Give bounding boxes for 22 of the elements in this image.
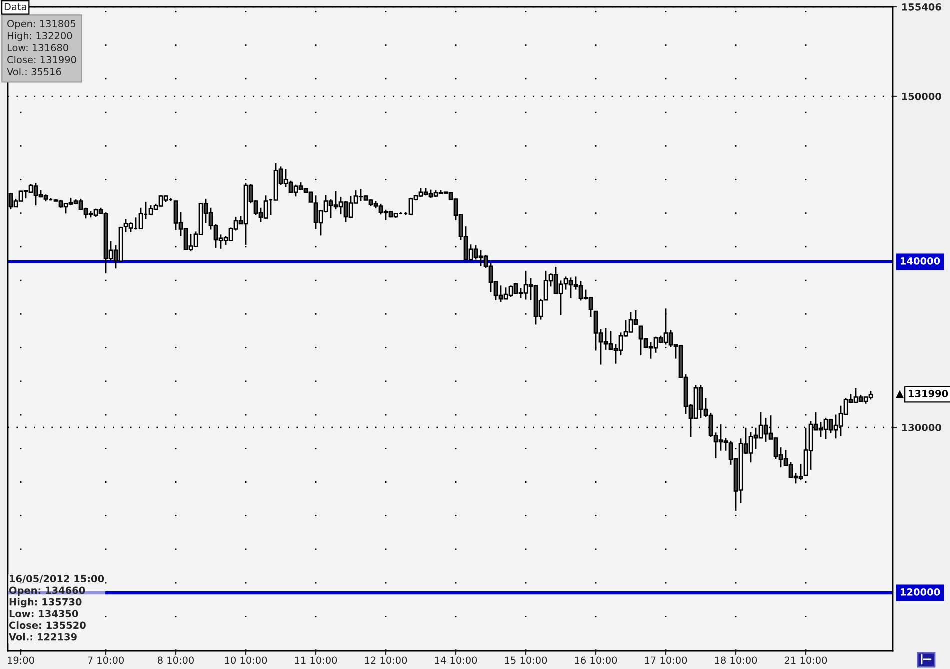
ref-line-label: 140000 [901, 257, 940, 265]
annotation: Open: 131805 High: 132200 Low: 131680 Close: 131990 Vol.: 35516 [7, 20, 76, 76]
x-tick-label: 17 10:00 [645, 656, 688, 664]
x-tick-label: 15 10:00 [505, 656, 548, 664]
candlestick [138, 207, 144, 230]
annotation: 16/05/2012 15:00 Open: 134660 High: 135730 Low: 134350 Close: 135520 Vol.: 122139 [9, 575, 104, 641]
y-tick-label: 155406 [902, 3, 942, 11]
ref-line-label: 120000 [901, 588, 940, 596]
chart-title: Data [4, 3, 26, 11]
x-tick-label: 16 10:00 [575, 656, 618, 664]
x-tick-label: 18 10:00 [715, 656, 758, 664]
text: 131990 [909, 390, 948, 398]
y-tick-label: 130000 [902, 424, 942, 432]
x-tick-label: 19:00 [8, 656, 34, 664]
x-tick-label: 11 10:00 [295, 656, 338, 664]
y-tick-label: 150000 [902, 92, 942, 100]
x-tick-label: 8 10:00 [158, 656, 194, 664]
x-tick-label: 7 10:00 [88, 656, 124, 664]
x-tick-label: 14 10:00 [435, 656, 478, 664]
x-tick-label: 10 10:00 [225, 656, 268, 664]
x-tick-label: 12 10:00 [365, 656, 408, 664]
x-tick-label: 21 10:00 [784, 656, 828, 664]
